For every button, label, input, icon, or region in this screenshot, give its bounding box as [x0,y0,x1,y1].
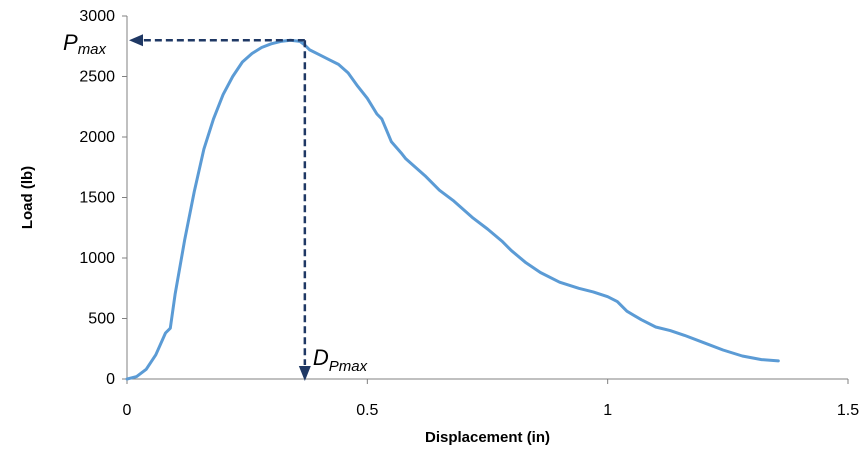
dpmax-label: DPmax [313,345,368,375]
x-tick-label: 0 [123,402,132,419]
y-tick-label: 0 [106,371,115,388]
x-axis-title: Displacement (in) [425,429,550,446]
dpmax-label-main: D [313,345,329,370]
pmax-label-sub: max [78,41,107,58]
pmax-label-main: P [63,30,78,55]
x-tick-label: 1.5 [837,402,859,419]
y-tick-label: 3000 [79,8,115,25]
dpmax-label-sub: Pmax [329,358,368,375]
y-tick-label: 2000 [79,129,115,146]
dpmax-arrowhead-icon [298,366,311,381]
x-tick-label: 1 [603,402,612,419]
y-tick-label: 2500 [79,69,115,86]
x-ticks: 0 0.5 1 1.5 [123,379,859,419]
y-tick-label: 1000 [79,250,115,267]
x-tick-label: 0.5 [356,402,378,419]
y-tick-label: 500 [88,311,115,328]
annotations: Pmax DPmax [63,30,368,381]
load-series-line [125,38,780,381]
y-ticks: 0 500 1000 1500 2000 2500 3000 [79,8,127,388]
pmax-label: Pmax [63,30,107,58]
y-axis-title: Load (lb) [19,166,36,229]
y-tick-label: 1500 [79,190,115,207]
pmax-arrowhead-icon [129,34,143,47]
